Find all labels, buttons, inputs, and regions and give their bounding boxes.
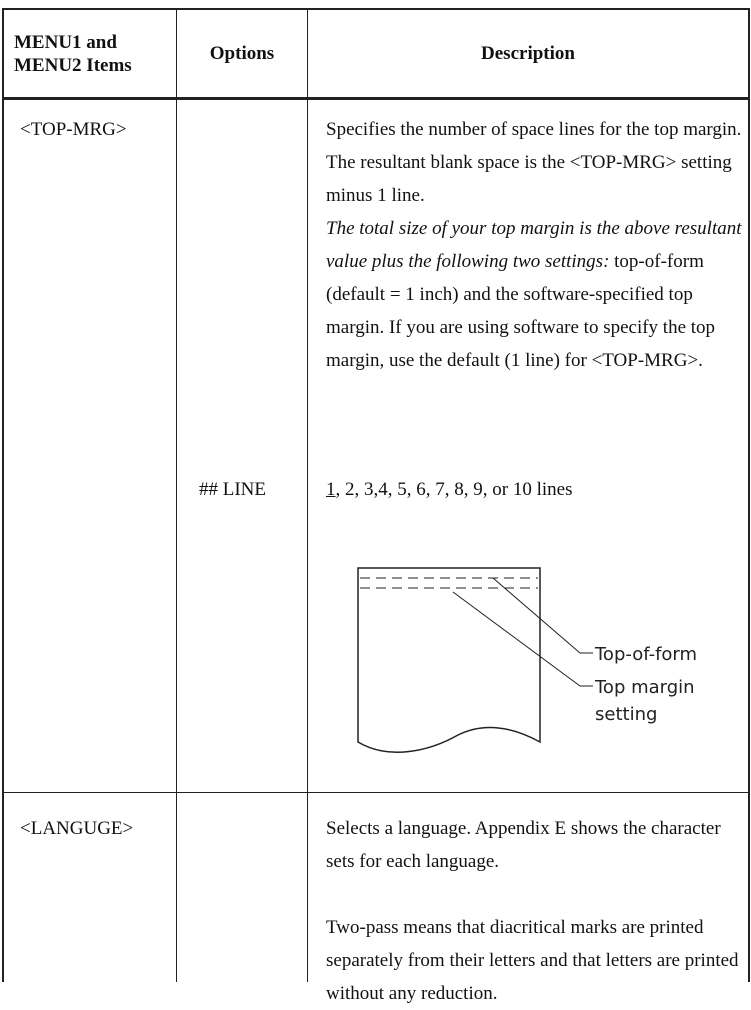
header-rule [2,97,750,100]
pointer [492,577,593,654]
col-line [748,8,750,982]
text: Specifies the number of space lines for … [326,119,742,206]
text: top-of-form (default = 1 inch) and the s… [326,251,716,371]
label: Top margin setting [594,677,695,725]
paper [357,567,541,753]
text: , 2, 3,4, 5, 6, 7, 8, 9, or 10 lines [335,479,573,500]
col-line [2,8,4,982]
header-cell: Options [209,43,275,64]
col-line [307,8,308,982]
default: 1 [326,479,336,500]
header-cell: MENU1 and MENU2 Items [14,32,132,76]
label: Top-of-form [594,644,697,665]
text: Selects a language. Appendix E shows the… [326,818,721,872]
pointer [452,591,593,687]
table-top [2,8,750,10]
header-cell: Description [481,43,575,64]
option: ## LINE [199,479,267,500]
description: Specifies the number of space lines for … [326,113,746,377]
label-line: setting [595,704,657,725]
row-rule [2,792,750,793]
item: <TOP-MRG> [20,119,127,140]
item: <LANGUGE> [20,818,134,839]
description: Selects a language. Appendix E shows the… [326,812,751,1010]
page: MENU1 and MENU2 Items Options Descriptio… [2,8,750,1004]
col-line [176,8,177,982]
text: The total size of your top margin is the… [326,218,742,272]
label-line: Top margin [594,677,695,698]
text: Two-pass means that diacritical marks ar… [326,917,739,1004]
diagram: Top-of-form Top margin setting [357,567,697,753]
option-values: 1, 2, 3,4, 5, 6, 7, 8, 9, or 10 lines [326,473,572,506]
